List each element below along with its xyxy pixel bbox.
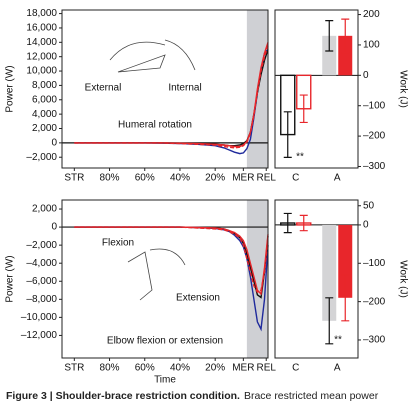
y-axis-label: Power (W) — [5, 65, 16, 112]
error-bar — [341, 18, 350, 54]
shaded-region — [246, 200, 268, 358]
y-tick-label: 10,000 — [26, 66, 57, 77]
y-tick-label: 18,000 — [26, 8, 57, 19]
y-tick-label: –4,000 — [26, 258, 57, 269]
y-tick-label: 12,000 — [26, 51, 57, 62]
y-axis-label: Power (W) — [5, 255, 16, 302]
x-tick-label: 80% — [100, 173, 120, 184]
x-tick-label: A — [334, 173, 341, 184]
plot-frame — [274, 199, 359, 359]
bar — [322, 224, 337, 321]
annotation: Humeral rotation — [118, 120, 192, 131]
y-tick-label: 8,000 — [32, 80, 57, 91]
plot-frame — [61, 199, 269, 359]
error-bar — [299, 214, 308, 232]
y-tick-label: –100 — [363, 258, 386, 269]
y-tick-label: –10,000 — [21, 312, 58, 323]
y-tick-label: 14,000 — [26, 37, 57, 48]
x-tick-label: STR — [64, 363, 84, 374]
x-tick-label: 40% — [170, 363, 190, 374]
plot-frame — [61, 9, 269, 169]
x-tick-label: 80% — [100, 363, 120, 374]
y-tick-label: –8,000 — [26, 294, 57, 305]
y-tick-label: 0 — [363, 220, 369, 231]
x-tick-label: A — [334, 363, 341, 374]
y-tick-label: –300 — [363, 161, 386, 172]
x-tick-label: C — [292, 173, 299, 184]
annotation: Internal — [168, 83, 201, 94]
x-tick-label: REL — [257, 363, 277, 374]
caption-text: Brace restricted mean power — [243, 390, 379, 402]
y-tick-label: 2,000 — [32, 204, 57, 215]
y-tick-label: –300 — [363, 335, 386, 346]
y-tick-label: 200 — [363, 9, 380, 20]
arm-sketch — [117, 54, 166, 73]
arm-sketch — [127, 251, 153, 301]
error-bar — [325, 297, 334, 345]
rotation-arrow — [109, 41, 166, 61]
error-bar — [283, 212, 292, 234]
caption-bold: Figure 3 | Shoulder-brace restriction co… — [6, 390, 240, 402]
annotation: ** — [334, 335, 342, 346]
x-tick-label: 40% — [170, 173, 190, 184]
y-axis-label: Work (J) — [397, 260, 408, 298]
x-tick-label: 60% — [135, 173, 155, 184]
error-bar — [341, 274, 350, 322]
x-tick-label: 20% — [205, 363, 225, 374]
x-tick-label: REL — [257, 173, 277, 184]
annotation: External — [85, 83, 122, 94]
plot-frame — [274, 9, 359, 169]
caption: Figure 3 | Shoulder-brace restriction co… — [6, 390, 378, 402]
x-tick-label: 20% — [205, 173, 225, 184]
x-tick-label: MER — [232, 363, 254, 374]
y-tick-label: –12,000 — [21, 330, 58, 341]
y-tick-label: 100 — [363, 40, 380, 51]
y-tick-label: –200 — [363, 296, 386, 307]
y-tick-label: –2,000 — [26, 152, 57, 163]
series-line — [74, 45, 269, 149]
x-tick-label: 60% — [135, 363, 155, 374]
series-line — [74, 226, 269, 296]
x-tick-label: C — [292, 363, 299, 374]
y-tick-label: –2,000 — [26, 240, 57, 251]
y-tick-label: –100 — [363, 100, 386, 111]
error-bar — [325, 20, 334, 52]
error-bar — [299, 94, 308, 124]
x-tick-label: MER — [232, 173, 254, 184]
y-tick-label: –6,000 — [26, 276, 57, 287]
rotation-arrow — [164, 39, 196, 71]
y-tick-label: 0 — [51, 222, 57, 233]
y-tick-label: 2,000 — [32, 123, 57, 134]
flexion-arrow — [149, 248, 186, 266]
series-line — [74, 42, 269, 148]
bar — [338, 35, 353, 76]
series-line — [74, 49, 269, 147]
series-line — [74, 49, 269, 155]
y-tick-label: 4,000 — [32, 109, 57, 120]
y-tick-label: 0 — [363, 70, 369, 81]
y-tick-label: –200 — [363, 131, 386, 142]
illustration — [109, 39, 196, 301]
y-tick-label: 50 — [363, 200, 375, 211]
annotation: Extension — [176, 293, 220, 304]
y-axis-label: Work (J) — [397, 70, 408, 108]
annotation: ** — [296, 152, 304, 163]
y-tick-label: 6,000 — [32, 94, 57, 105]
figure: –2,000 0 2,000 4,000 6,000 8,000 10,000 12,000 1… — [5, 8, 409, 384]
y-tick-label: 16,000 — [26, 23, 57, 34]
bar — [338, 224, 353, 298]
annotation: Elbow flexion or extension — [107, 336, 223, 347]
x-tick-label: STR — [64, 173, 84, 184]
series-line — [74, 226, 269, 294]
y-tick-label: 0 — [51, 138, 57, 149]
annotation: Flexion — [102, 238, 134, 249]
x-axis-label: Time — [154, 375, 176, 384]
bar — [322, 35, 337, 76]
error-bar — [283, 111, 292, 158]
